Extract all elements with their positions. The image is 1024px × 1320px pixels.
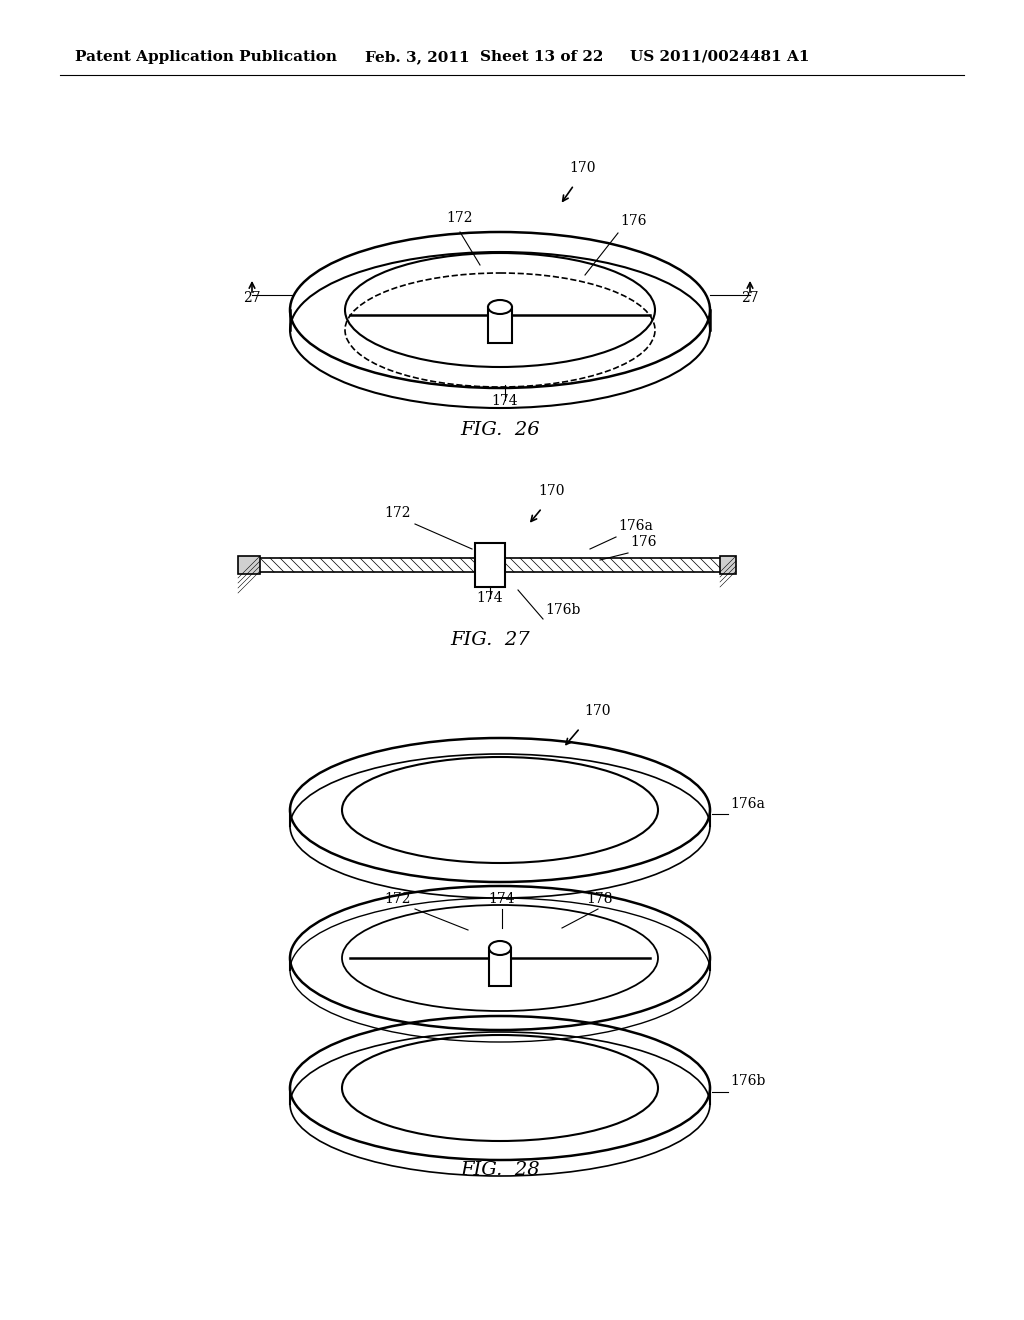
Bar [238, 556, 260, 574]
Bar [489, 948, 511, 986]
Text: 170: 170 [569, 161, 596, 176]
Text: FIG.  26: FIG. 26 [460, 421, 540, 440]
Text: 27: 27 [243, 290, 261, 305]
Text: Sheet 13 of 22: Sheet 13 of 22 [480, 50, 603, 63]
Text: 172: 172 [385, 892, 412, 906]
Text: US 2011/0024481 A1: US 2011/0024481 A1 [630, 50, 810, 63]
Bar [488, 308, 512, 343]
Text: Patent Application Publication: Patent Application Publication [75, 50, 337, 63]
Text: 176b: 176b [730, 1074, 765, 1088]
Text: 174: 174 [492, 393, 518, 408]
Text: 174: 174 [477, 591, 504, 605]
Text: 176a: 176a [730, 797, 765, 810]
Text: 172: 172 [385, 506, 412, 520]
Text: 27: 27 [741, 290, 759, 305]
Text: 176: 176 [630, 535, 656, 549]
Text: 176: 176 [620, 214, 646, 228]
Text: 176b: 176b [545, 603, 581, 616]
Text: 178: 178 [587, 892, 613, 906]
Text: 174: 174 [488, 892, 515, 906]
Bar [475, 543, 505, 587]
Text: Feb. 3, 2011: Feb. 3, 2011 [365, 50, 470, 63]
Ellipse shape [489, 941, 511, 954]
Text: FIG.  27: FIG. 27 [451, 631, 529, 649]
Text: 172: 172 [446, 211, 473, 224]
Text: 170: 170 [585, 704, 611, 718]
Ellipse shape [488, 300, 512, 314]
Text: 170: 170 [539, 484, 565, 498]
Bar [720, 556, 736, 574]
Text: 176a: 176a [618, 519, 653, 533]
Text: FIG.  28: FIG. 28 [460, 1162, 540, 1179]
